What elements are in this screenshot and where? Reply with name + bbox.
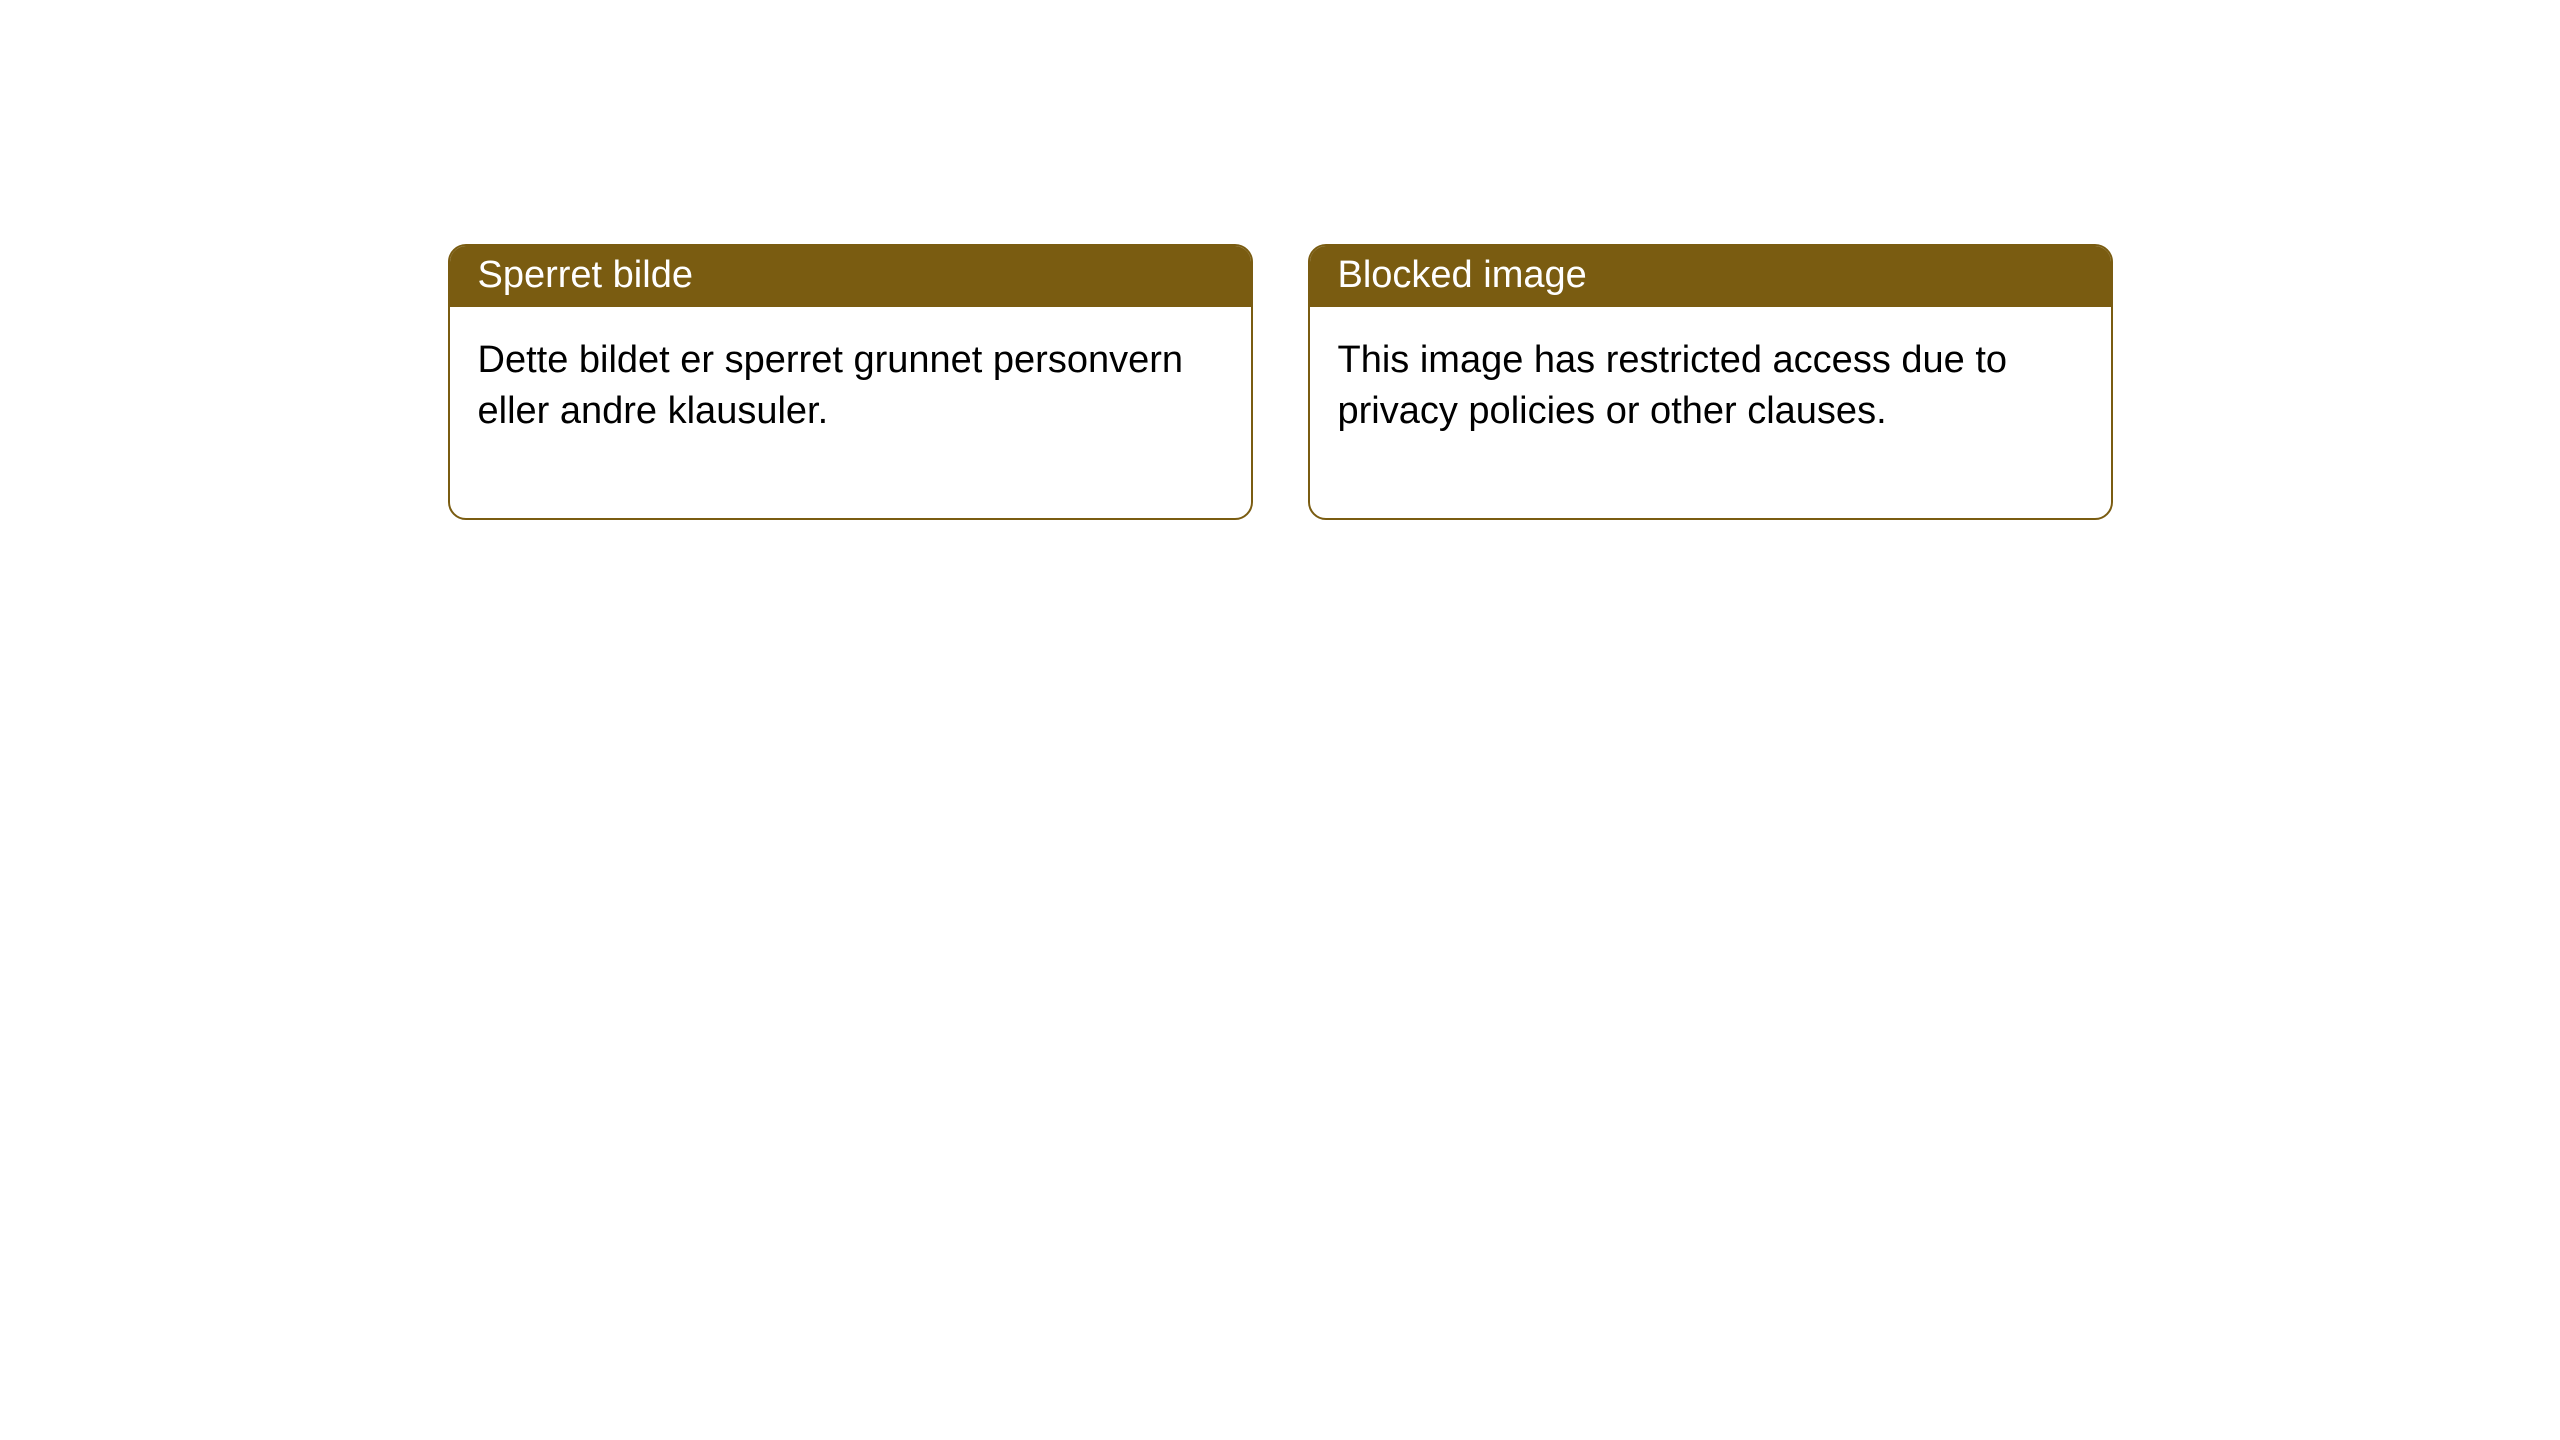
notice-card-norwegian: Sperret bilde Dette bildet er sperret gr… xyxy=(448,244,1253,520)
card-title: Blocked image xyxy=(1310,246,2111,307)
card-body: This image has restricted access due to … xyxy=(1310,307,2111,518)
card-body: Dette bildet er sperret grunnet personve… xyxy=(450,307,1251,518)
notice-card-english: Blocked image This image has restricted … xyxy=(1308,244,2113,520)
notice-cards-row: Sperret bilde Dette bildet er sperret gr… xyxy=(448,244,2113,520)
card-title: Sperret bilde xyxy=(450,246,1251,307)
